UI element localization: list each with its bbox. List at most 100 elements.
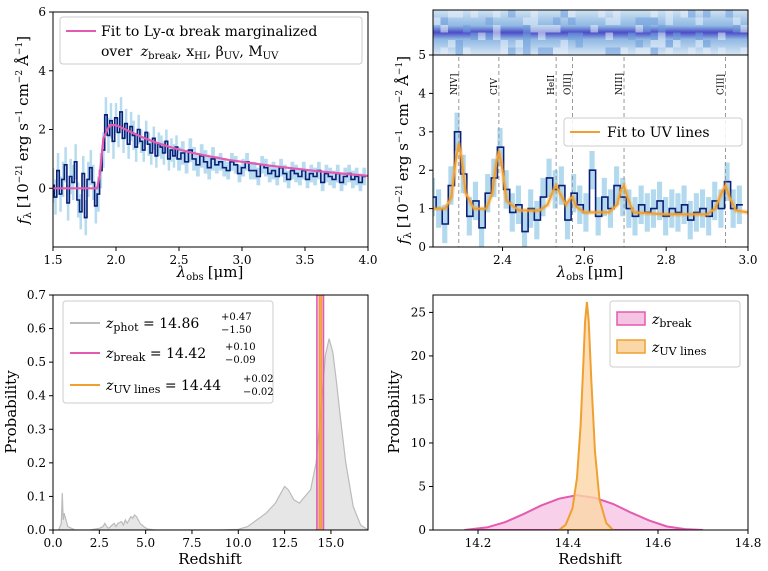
pdf-curves bbox=[58, 295, 368, 530]
line-label: CIII] bbox=[717, 74, 727, 95]
y-tick-label: 0.4 bbox=[27, 389, 46, 403]
x-tick-label: 2.0 bbox=[106, 253, 125, 267]
x-tick-label: 1.5 bbox=[43, 253, 62, 267]
zuv-upper-error: +0.02 bbox=[243, 374, 274, 385]
y-tick-label: 1 bbox=[418, 202, 426, 216]
line-label: NIV] bbox=[450, 74, 460, 95]
legend-label: Fit to UV lines bbox=[607, 125, 710, 141]
line-label: HeII bbox=[547, 74, 557, 95]
fit-path bbox=[53, 124, 368, 190]
legend: Fit to UV lines bbox=[563, 117, 743, 147]
y-tick-label: 5 bbox=[418, 479, 426, 493]
x-tick-label: 14.6 bbox=[645, 536, 672, 550]
x-axis-label: λobs [μm] bbox=[176, 263, 244, 283]
y-tick-label: 0.1 bbox=[27, 489, 46, 503]
y-axis-label: fλ[10−21erg s−1cm−2Å−1] bbox=[14, 36, 34, 225]
y-tick-label: 0.5 bbox=[27, 355, 46, 369]
x-tick-label: 4.0 bbox=[358, 253, 377, 267]
x-ticks: 2.4 2.6 2.8 3.0 bbox=[493, 247, 758, 267]
y-tick-label: 2 bbox=[38, 123, 46, 137]
y-tick-label: 0 bbox=[38, 181, 46, 195]
zphot-lower-error: −1.50 bbox=[221, 325, 252, 336]
zuv-lower-error: −0.02 bbox=[243, 387, 274, 398]
x-tick-label: 2.6 bbox=[575, 253, 594, 267]
zbreak-lower-error: −0.09 bbox=[225, 355, 256, 366]
line-label: OIII] bbox=[564, 73, 574, 95]
legend-line2: over zbreak, xHI, βUV, MUV bbox=[101, 44, 279, 62]
line-label: NIII] bbox=[615, 73, 625, 95]
legend-line1: Fit to Ly-α break marginalized bbox=[101, 24, 317, 40]
x-tick-label: 2.5 bbox=[90, 536, 109, 550]
error-bar bbox=[521, 212, 528, 247]
panel-break-spectrum: 1.5 2.0 2.5 3.0 3.5 4.0 0 2 4 6 Fit to Ly-α brea… bbox=[14, 5, 378, 283]
legend-entry-zbreak: zbreak = 14.42 bbox=[105, 346, 206, 364]
zbreak-upper-error: +0.10 bbox=[225, 342, 256, 353]
x-tick-label: 0.0 bbox=[43, 536, 62, 550]
y-tick-label: 0 bbox=[418, 523, 426, 537]
zuv-spike bbox=[318, 295, 323, 530]
y-tick-label: 0.2 bbox=[27, 456, 46, 470]
y-tick-label: 2 bbox=[418, 163, 426, 177]
y-tick-label: 5 bbox=[418, 48, 426, 62]
y-ticks: 0.0 0.1 0.2 0.3 0.4 0.5 0.6 0.7 bbox=[27, 288, 53, 537]
x-tick-label: 3.0 bbox=[232, 253, 251, 267]
spectrum-2d-image bbox=[432, 9, 749, 56]
y-tick-label: 0.6 bbox=[27, 322, 46, 336]
panel-redshift-pdf-wide: 0.0 2.5 5.0 7.5 10.0 12.5 15.0 0.0 0.1 0.2 0.3 0.4… bbox=[2, 288, 369, 568]
plot-frame bbox=[432, 294, 749, 531]
legend-entry-zbreak: zbreak bbox=[651, 312, 692, 330]
data-step-line bbox=[53, 111, 367, 219]
x-tick-label: 3.0 bbox=[738, 253, 757, 267]
legend-entry-zuv: zUV lines = 14.44 bbox=[105, 378, 221, 396]
panel-uv-lines-spectrum: NIV] CIV HeII OIII] NIII] CIII] 2.4 2.6 2.8 3.0 … bbox=[394, 9, 758, 283]
legend-handle-zbreak bbox=[616, 311, 646, 326]
y-tick-label: 25 bbox=[411, 305, 426, 319]
x-tick-label: 2.4 bbox=[493, 253, 512, 267]
y-ticks: 0 1 2 3 4 5 bbox=[418, 48, 433, 254]
uv-lines-fit-line bbox=[433, 142, 748, 217]
data-error-band bbox=[53, 97, 367, 236]
fit-path bbox=[433, 143, 748, 216]
y-tick-label: 4 bbox=[38, 64, 46, 78]
x-axis-label: Redshift bbox=[558, 550, 622, 568]
y-tick-label: 10 bbox=[411, 436, 426, 450]
y-tick-label: 15 bbox=[411, 392, 426, 406]
panel-redshift-pdf-zoom: 14.2 14.4 14.6 14.8 0 5 10 15 20 25 zbreak zUV l… bbox=[385, 294, 762, 568]
y-tick-label: 20 bbox=[411, 349, 426, 363]
legend: zbreak zUV lines bbox=[609, 300, 741, 368]
y-tick-label: 0 bbox=[418, 240, 426, 254]
line-label: CIV bbox=[490, 78, 500, 95]
y-tick-label: 3 bbox=[418, 125, 426, 139]
legend-entry-zphot: zphot = 14.86 bbox=[105, 316, 199, 334]
y-axis-label: fλ[10−21erg s−1cm−2Å−1] bbox=[394, 56, 414, 245]
x-tick-label: 7.5 bbox=[182, 536, 201, 550]
plot-frame bbox=[52, 294, 369, 531]
x-tick-label: 2.5 bbox=[169, 253, 188, 267]
y-tick-label: 0.7 bbox=[27, 288, 46, 302]
x-tick-label: 14.8 bbox=[735, 536, 762, 550]
x-tick-label: 14.4 bbox=[555, 536, 582, 550]
x-tick-label: 3.5 bbox=[295, 253, 314, 267]
y-ticks: 0 5 10 15 20 25 bbox=[411, 305, 433, 537]
x-tick-label: 12.5 bbox=[271, 536, 298, 550]
x-axis-label: Redshift bbox=[178, 550, 242, 568]
x-ticks: 0.0 2.5 5.0 7.5 10.0 12.5 15.0 bbox=[43, 530, 344, 550]
data-step-path bbox=[53, 111, 367, 219]
x-ticks: 14.2 14.4 14.6 14.8 bbox=[465, 530, 762, 550]
x-tick-label: 2.8 bbox=[657, 253, 676, 267]
x-ticks: 1.5 2.0 2.5 3.0 3.5 4.0 bbox=[43, 247, 378, 267]
plot-frame bbox=[432, 54, 749, 248]
y-tick-label: 0.0 bbox=[27, 523, 46, 537]
legend: Fit to Ly-α break marginalized over zbre… bbox=[59, 16, 363, 65]
break-fit-line bbox=[53, 124, 368, 190]
y-ticks: 0 2 4 6 bbox=[38, 5, 53, 195]
x-tick-label: 15.0 bbox=[318, 536, 345, 550]
x-tick-label: 14.2 bbox=[465, 536, 492, 550]
x-tick-label: 5.0 bbox=[136, 536, 155, 550]
y-axis-label: Probability bbox=[2, 370, 20, 454]
pdf-curves bbox=[464, 301, 704, 530]
zphot-upper-error: +0.47 bbox=[221, 312, 252, 323]
y-axis-label: Probability bbox=[385, 370, 403, 454]
y-tick-label: 6 bbox=[38, 5, 46, 19]
y-tick-label: 4 bbox=[418, 86, 426, 100]
